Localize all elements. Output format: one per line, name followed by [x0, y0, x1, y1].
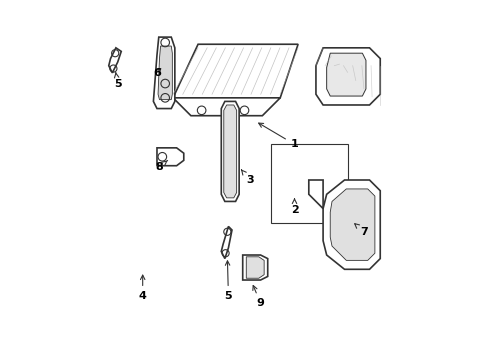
Polygon shape	[108, 48, 121, 73]
Polygon shape	[308, 180, 323, 208]
Text: 6: 6	[153, 68, 161, 78]
Polygon shape	[221, 226, 231, 258]
Text: 7: 7	[354, 224, 367, 237]
Polygon shape	[329, 189, 374, 260]
Polygon shape	[326, 53, 365, 96]
Text: 8: 8	[155, 161, 167, 172]
Polygon shape	[158, 46, 172, 100]
Polygon shape	[224, 105, 236, 198]
Text: 4: 4	[139, 275, 146, 301]
Bar	[271, 144, 347, 223]
Text: 9: 9	[252, 285, 264, 308]
Polygon shape	[173, 98, 280, 116]
Text: 1: 1	[258, 123, 298, 149]
Text: 5: 5	[224, 261, 232, 301]
Polygon shape	[157, 148, 183, 166]
Text: 2: 2	[290, 199, 298, 215]
Polygon shape	[323, 180, 380, 269]
Polygon shape	[173, 44, 298, 98]
Polygon shape	[153, 37, 175, 109]
Text: 3: 3	[241, 170, 253, 185]
Polygon shape	[315, 48, 380, 105]
Polygon shape	[242, 255, 267, 280]
Polygon shape	[221, 102, 239, 202]
Text: 5: 5	[114, 73, 121, 89]
Polygon shape	[246, 257, 264, 278]
